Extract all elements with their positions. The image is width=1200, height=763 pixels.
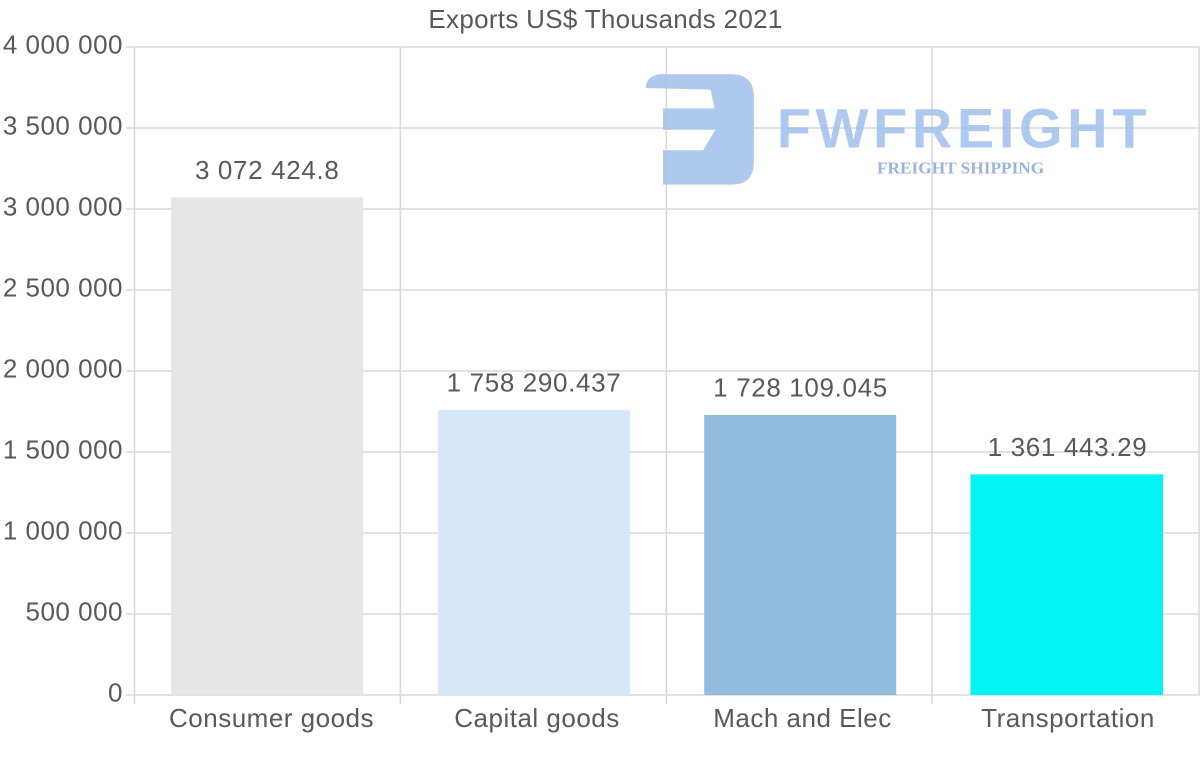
svg-text:FWFREIGHT: FWFREIGHT — [777, 96, 1151, 159]
svg-text:Exports US$ Thousands 2021: Exports US$ Thousands 2021 — [428, 4, 782, 34]
svg-text:Capital goods: Capital goods — [454, 703, 620, 733]
svg-text:2 500 000: 2 500 000 — [3, 273, 123, 303]
svg-text:Consumer goods: Consumer goods — [169, 703, 374, 733]
svg-text:3 000 000: 3 000 000 — [3, 192, 123, 222]
svg-text:FREIGHT SHIPPING: FREIGHT SHIPPING — [877, 159, 1044, 178]
svg-text:500 000: 500 000 — [26, 597, 123, 627]
svg-text:Transportation: Transportation — [981, 703, 1155, 733]
svg-text:4 000 000: 4 000 000 — [3, 30, 123, 60]
svg-text:2 000 000: 2 000 000 — [3, 354, 123, 384]
svg-text:1 758 290.437: 1 758 290.437 — [447, 368, 622, 398]
svg-text:3 072 424.8: 3 072 424.8 — [195, 155, 340, 185]
svg-text:3 500 000: 3 500 000 — [3, 111, 123, 141]
svg-text:1 500 000: 1 500 000 — [3, 435, 123, 465]
svg-text:1 728 109.045: 1 728 109.045 — [713, 373, 888, 403]
svg-text:0: 0 — [108, 678, 123, 708]
svg-text:Mach and Elec: Mach and Elec — [713, 703, 891, 733]
svg-text:1 361 443.29: 1 361 443.29 — [988, 432, 1148, 462]
svg-text:1 000 000: 1 000 000 — [3, 516, 123, 546]
